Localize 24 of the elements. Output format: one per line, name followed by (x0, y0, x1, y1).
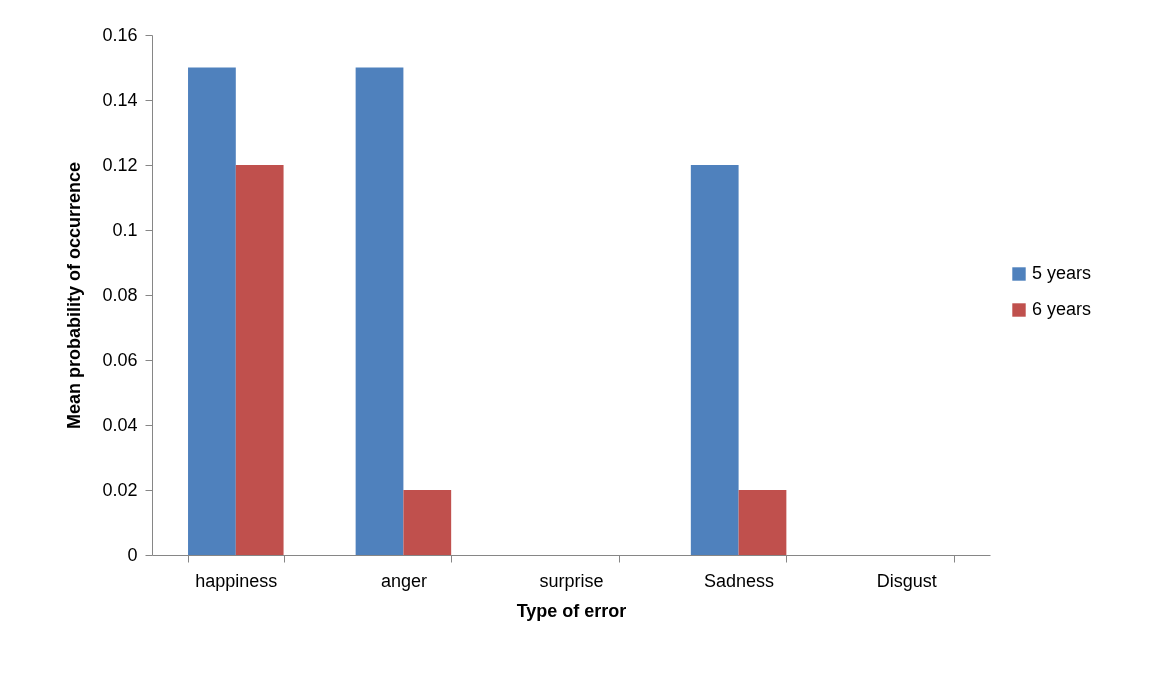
x-tick-label: Sadness (704, 570, 775, 591)
x-axis-title: Type of error (516, 600, 627, 621)
bar (690, 165, 739, 555)
legend-label: 6 years (1032, 299, 1092, 319)
x-tick-label: Disgust (876, 570, 937, 591)
bar (355, 67, 404, 555)
bar (188, 67, 236, 555)
y-tick-label: 0.02 (102, 479, 138, 500)
y-tick-label: 0 (127, 544, 138, 565)
y-tick-label: 0.14 (102, 89, 138, 110)
x-tick-label: surprise (539, 570, 604, 591)
y-tick-label: 0.12 (102, 154, 138, 175)
bar (403, 490, 452, 555)
y-tick-label: 0.1 (112, 219, 138, 240)
y-tick-label: 0.08 (102, 284, 138, 305)
bar (738, 490, 787, 555)
y-tick-label: 0.16 (102, 24, 138, 45)
legend-label: 5 years (1032, 263, 1092, 283)
y-tick-label: 0.06 (102, 349, 138, 370)
bar (235, 165, 284, 555)
x-tick-label: happiness (195, 570, 278, 591)
x-tick-label: anger (380, 570, 427, 591)
y-tick-label: 0.04 (102, 414, 138, 435)
y-axis-title: Mean probability of occurrence (64, 161, 85, 430)
